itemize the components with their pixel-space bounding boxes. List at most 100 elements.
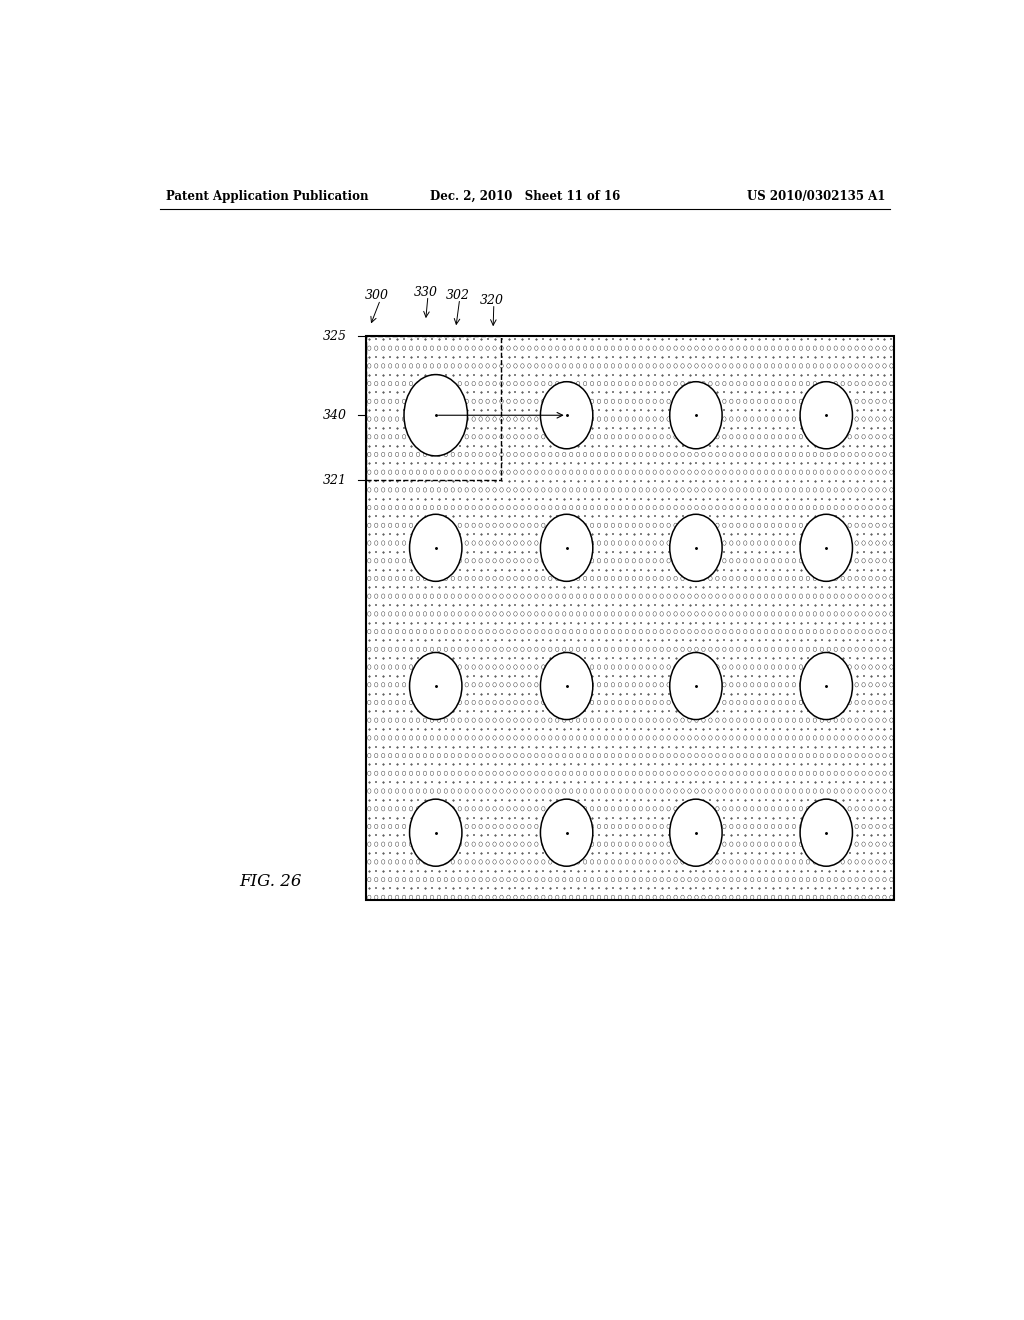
Circle shape xyxy=(381,718,385,722)
Circle shape xyxy=(479,824,482,829)
Circle shape xyxy=(590,577,594,581)
Circle shape xyxy=(597,417,601,421)
Circle shape xyxy=(410,470,413,474)
Circle shape xyxy=(549,506,552,510)
Circle shape xyxy=(841,700,845,705)
Circle shape xyxy=(848,789,851,793)
Circle shape xyxy=(472,399,475,404)
Circle shape xyxy=(590,399,594,404)
Circle shape xyxy=(694,541,698,545)
Circle shape xyxy=(890,470,893,474)
Circle shape xyxy=(806,487,810,492)
Circle shape xyxy=(549,895,552,899)
Circle shape xyxy=(479,630,482,634)
Circle shape xyxy=(806,771,810,776)
Circle shape xyxy=(653,577,656,581)
Circle shape xyxy=(472,824,475,829)
Circle shape xyxy=(793,363,796,368)
Circle shape xyxy=(876,754,880,758)
Circle shape xyxy=(646,700,649,705)
Circle shape xyxy=(368,541,371,545)
Circle shape xyxy=(520,594,524,598)
Circle shape xyxy=(611,541,614,545)
Circle shape xyxy=(799,878,803,882)
Circle shape xyxy=(883,611,886,616)
Circle shape xyxy=(562,878,566,882)
Circle shape xyxy=(813,346,816,350)
Circle shape xyxy=(646,577,649,581)
Circle shape xyxy=(806,399,810,404)
Circle shape xyxy=(604,523,607,528)
Circle shape xyxy=(625,771,629,776)
Circle shape xyxy=(395,824,399,829)
Circle shape xyxy=(799,577,803,581)
Circle shape xyxy=(381,363,385,368)
Circle shape xyxy=(709,611,712,616)
Circle shape xyxy=(402,417,406,421)
Circle shape xyxy=(694,434,698,440)
Circle shape xyxy=(479,665,482,669)
Circle shape xyxy=(820,771,823,776)
Circle shape xyxy=(416,506,420,510)
Circle shape xyxy=(751,665,754,669)
Circle shape xyxy=(423,594,427,598)
Circle shape xyxy=(890,700,893,705)
Circle shape xyxy=(514,487,517,492)
Circle shape xyxy=(368,682,371,686)
Circle shape xyxy=(764,523,768,528)
Circle shape xyxy=(820,878,823,882)
Circle shape xyxy=(841,594,845,598)
Circle shape xyxy=(820,487,823,492)
Circle shape xyxy=(493,399,497,404)
Circle shape xyxy=(758,594,761,598)
Circle shape xyxy=(430,363,433,368)
Circle shape xyxy=(368,506,371,510)
Circle shape xyxy=(472,789,475,793)
Circle shape xyxy=(855,754,858,758)
Circle shape xyxy=(793,541,796,545)
Circle shape xyxy=(639,558,642,564)
Circle shape xyxy=(639,363,642,368)
Circle shape xyxy=(799,859,803,865)
Circle shape xyxy=(820,647,823,652)
Circle shape xyxy=(507,470,510,474)
Circle shape xyxy=(764,487,768,492)
Circle shape xyxy=(681,541,684,545)
Circle shape xyxy=(410,381,413,385)
Circle shape xyxy=(577,735,580,741)
Circle shape xyxy=(485,735,489,741)
Circle shape xyxy=(416,417,420,421)
Circle shape xyxy=(758,700,761,705)
Circle shape xyxy=(806,434,810,440)
Circle shape xyxy=(542,558,545,564)
Circle shape xyxy=(416,541,420,545)
Circle shape xyxy=(646,470,649,474)
Circle shape xyxy=(793,506,796,510)
Circle shape xyxy=(716,824,719,829)
Circle shape xyxy=(841,506,845,510)
Circle shape xyxy=(716,682,719,686)
Circle shape xyxy=(527,895,531,899)
Circle shape xyxy=(444,541,447,545)
Circle shape xyxy=(430,434,433,440)
Circle shape xyxy=(569,381,572,385)
Circle shape xyxy=(667,346,671,350)
Circle shape xyxy=(535,558,538,564)
Circle shape xyxy=(542,630,545,634)
Circle shape xyxy=(841,363,845,368)
Circle shape xyxy=(681,470,684,474)
Circle shape xyxy=(514,611,517,616)
Circle shape xyxy=(694,506,698,510)
Circle shape xyxy=(604,577,607,581)
Circle shape xyxy=(653,523,656,528)
Circle shape xyxy=(820,859,823,865)
Circle shape xyxy=(381,453,385,457)
Text: 302: 302 xyxy=(445,289,469,302)
Circle shape xyxy=(841,665,845,669)
Circle shape xyxy=(883,859,886,865)
Circle shape xyxy=(500,577,503,581)
Circle shape xyxy=(562,824,566,829)
Circle shape xyxy=(771,824,775,829)
Circle shape xyxy=(848,842,851,846)
Circle shape xyxy=(577,771,580,776)
